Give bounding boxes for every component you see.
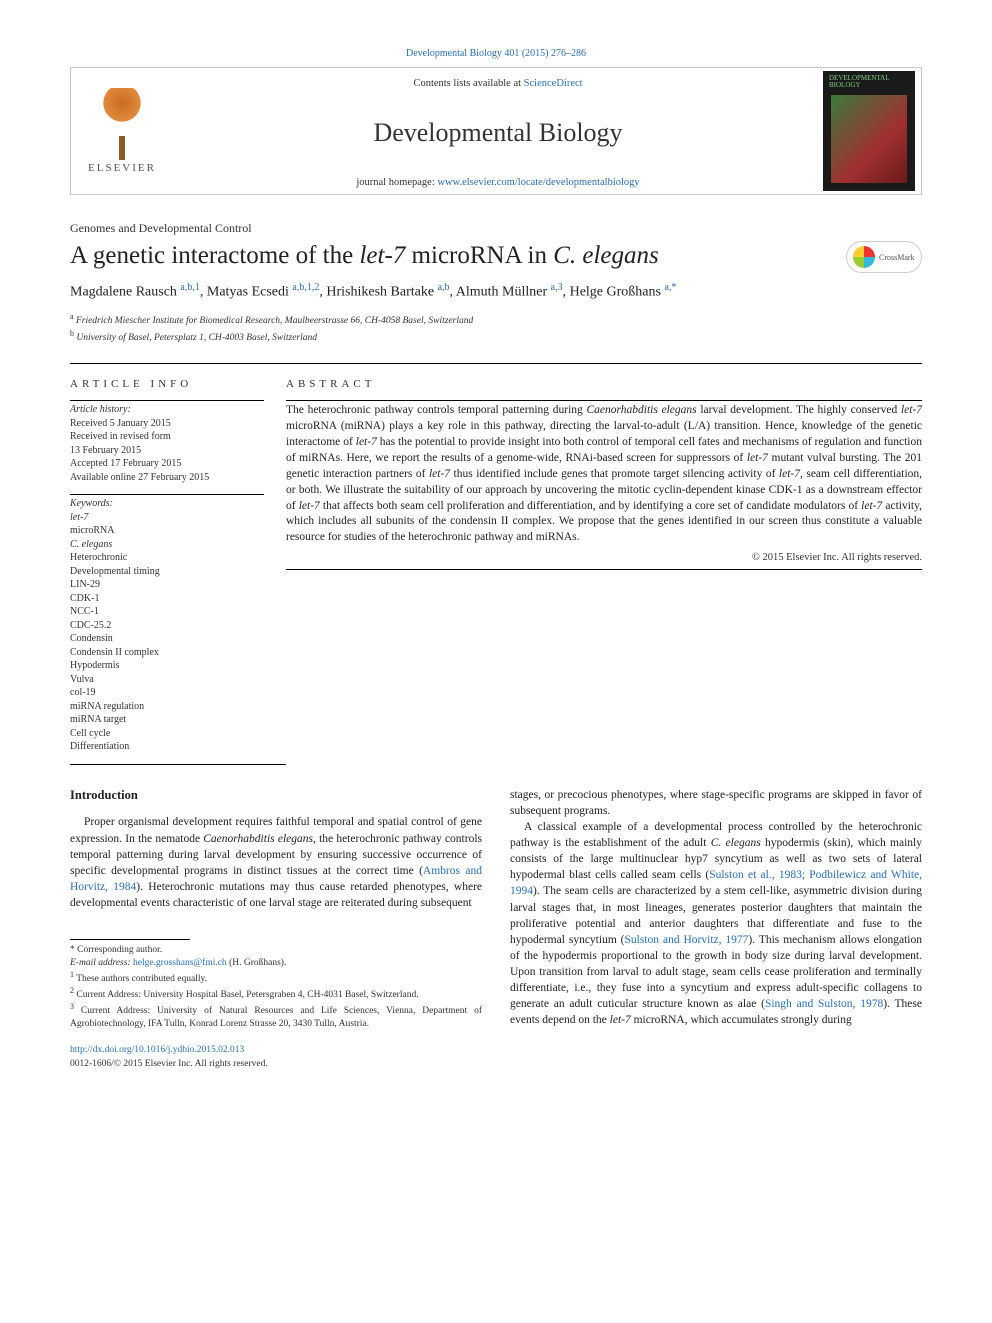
keyword: Hypodermis [70, 660, 119, 671]
abstract-copyright: © 2015 Elsevier Inc. All rights reserved… [286, 552, 922, 563]
elsevier-logo: ELSEVIER [71, 68, 173, 194]
keyword: CDK-1 [70, 593, 99, 604]
rule-under-abstract [286, 569, 922, 570]
history-label: Article history: [70, 404, 131, 415]
email-line: E-mail address: helge.grosshans@fmi.ch (… [70, 957, 482, 970]
body-paragraph: stages, or precocious phenotypes, where … [510, 787, 922, 819]
keyword: miRNA target [70, 714, 126, 725]
elsevier-label: ELSEVIER [88, 162, 156, 174]
keyword: LIN-29 [70, 579, 100, 590]
corresponding-email-link[interactable]: helge.grosshans@fmi.ch [133, 958, 227, 968]
cover-art [831, 95, 907, 183]
rule-under-keywords [70, 764, 286, 765]
body-right-column: stages, or precocious phenotypes, where … [510, 787, 922, 1071]
body-paragraph: Proper organismal development requires f… [70, 814, 482, 911]
history-line: Received 5 January 2015 [70, 418, 171, 429]
homepage-prefix: journal homepage: [356, 177, 437, 188]
journal-header: ELSEVIER Contents lists available at Sci… [70, 67, 922, 195]
affiliation-line: a Friedrich Miescher Institute for Biome… [70, 311, 922, 328]
article-history: Article history: Received 5 January 2015… [70, 403, 264, 484]
affiliation-line: b University of Basel, Petersplatz 1, CH… [70, 328, 922, 345]
corresponding-author-note: * Corresponding author. [70, 944, 482, 957]
keyword: Heterochronic [70, 552, 127, 563]
abstract-text: The heterochronic pathway controls tempo… [286, 403, 922, 546]
abstract-head: abstract [286, 378, 922, 390]
top-journal-ref: Developmental Biology 401 (2015) 276–286 [70, 48, 922, 59]
keyword: Developmental timing [70, 566, 160, 577]
contents-prefix: Contents lists available at [413, 78, 523, 89]
doi-link[interactable]: http://dx.doi.org/10.1016/j.ydbio.2015.0… [70, 1045, 244, 1055]
keyword: Vulva [70, 674, 94, 685]
footnote-line: 1 These authors contributed equally. [70, 970, 482, 986]
article-title: A genetic interactome of the let-7 micro… [70, 240, 922, 271]
body-left-column: Introduction Proper organismal developme… [70, 787, 482, 1071]
footnote-line: 2 Current Address: University Hospital B… [70, 986, 482, 1002]
journal-homepage-link[interactable]: www.elsevier.com/locate/developmentalbio… [437, 177, 639, 188]
keyword: microRNA [70, 525, 114, 536]
rule-under-info-head [70, 400, 264, 401]
journal-cover-thumbnail: DEVELOPMENTAL BIOLOGY [823, 71, 915, 191]
top-journal-ref-link[interactable]: Developmental Biology 401 (2015) 276–286 [406, 48, 586, 59]
keyword: col-19 [70, 687, 96, 698]
crossmark-label: CrossMark [879, 253, 915, 262]
history-line: Received in revised form [70, 431, 171, 442]
history-line: 13 February 2015 [70, 445, 141, 456]
contents-lists-line: Contents lists available at ScienceDirec… [173, 78, 823, 89]
keyword: let-7 [70, 512, 88, 523]
history-line: Available online 27 February 2015 [70, 472, 209, 483]
issn-copyright: 0012-1606/© 2015 Elsevier Inc. All right… [70, 1059, 268, 1069]
keyword: NCC-1 [70, 606, 99, 617]
body-paragraph: A classical example of a developmental p… [510, 819, 922, 1028]
doi-block: http://dx.doi.org/10.1016/j.ydbio.2015.0… [70, 1044, 482, 1071]
keyword: Condensin [70, 633, 113, 644]
keyword: C. elegans [70, 539, 112, 550]
crossmark-icon [853, 246, 875, 268]
keyword: Condensin II complex [70, 647, 159, 658]
rule-above-keywords [70, 494, 264, 495]
cover-title: DEVELOPMENTAL BIOLOGY [829, 75, 915, 89]
footnotes: * Corresponding author. E-mail address: … [70, 939, 482, 1030]
crossmark-badge[interactable]: CrossMark [846, 241, 922, 273]
keyword: Cell cycle [70, 728, 110, 739]
journal-name: Developmental Biology [173, 118, 823, 148]
article-section-label: Genomes and Developmental Control [70, 221, 922, 236]
keyword: CDC-25.2 [70, 620, 111, 631]
introduction-heading: Introduction [70, 787, 482, 805]
journal-homepage-line: journal homepage: www.elsevier.com/locat… [173, 177, 823, 188]
author-list: Magdalene Rausch a,b,1, Matyas Ecsedi a,… [70, 281, 922, 302]
affiliations: a Friedrich Miescher Institute for Biome… [70, 311, 922, 346]
keyword: Differentiation [70, 741, 129, 752]
keyword: miRNA regulation [70, 701, 144, 712]
email-suffix: (H. Großhans). [227, 958, 287, 968]
rule-under-abstract-head [286, 400, 922, 401]
elsevier-tree-icon [92, 88, 152, 160]
history-line: Accepted 17 February 2015 [70, 458, 181, 469]
footnote-line: 3 Current Address: University of Natural… [70, 1002, 482, 1031]
email-label: E-mail address: [70, 958, 133, 968]
sciencedirect-link[interactable]: ScienceDirect [524, 78, 583, 89]
keywords-block: Keywords: let-7 microRNA C. elegans Heteroc… [70, 497, 264, 754]
article-info-head: article info [70, 378, 264, 390]
keywords-label: Keywords: [70, 497, 264, 511]
